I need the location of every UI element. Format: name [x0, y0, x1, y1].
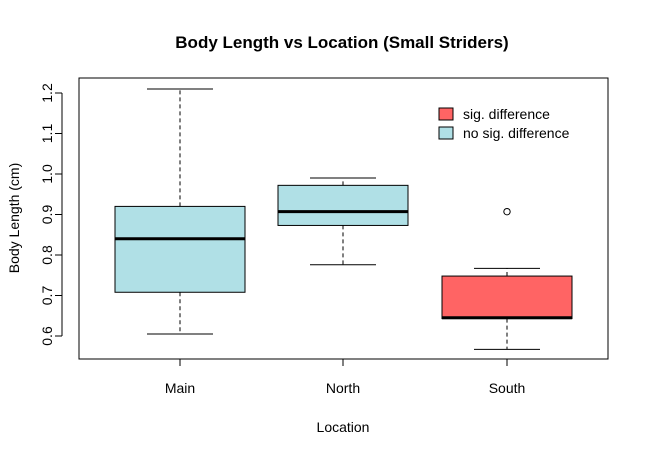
legend-label: no sig. difference — [463, 125, 570, 141]
y-tick-label: 0.8 — [39, 245, 55, 265]
outlier-point — [503, 207, 511, 216]
legend-item: sig. difference — [438, 106, 550, 122]
box-iqr — [277, 184, 409, 226]
box-north — [277, 177, 409, 266]
y-tick-label: 0.6 — [39, 326, 55, 346]
x-axis: Main North South — [165, 358, 526, 396]
y-tick-label: 0.9 — [39, 205, 55, 225]
y-tick-label: 0.7 — [39, 286, 55, 306]
x-axis-label: Location — [317, 419, 370, 435]
box-main — [114, 88, 246, 335]
boxes — [114, 88, 573, 350]
y-axis-label: Body Length (cm) — [6, 163, 22, 274]
box-south — [441, 207, 573, 350]
legend-item: no sig. difference — [438, 125, 570, 141]
y-tick-label: 1.2 — [39, 83, 55, 103]
legend-label: sig. difference — [463, 106, 550, 122]
y-tick-label: 1.0 — [39, 164, 55, 184]
x-tick-label: Main — [165, 380, 195, 396]
x-tick-label: North — [326, 380, 360, 396]
legend: sig. difference no sig. difference — [438, 106, 570, 141]
y-tick-label: 1.1 — [39, 124, 55, 144]
legend-swatch — [438, 126, 454, 140]
y-axis: 0.6 0.7 0.8 0.9 1.0 1.1 1.2 — [39, 83, 63, 346]
legend-swatch — [438, 107, 454, 121]
box-iqr — [114, 205, 246, 293]
box-iqr — [441, 275, 573, 320]
x-tick-label: South — [489, 380, 526, 396]
chart-title: Body Length vs Location (Small Striders) — [175, 33, 508, 52]
